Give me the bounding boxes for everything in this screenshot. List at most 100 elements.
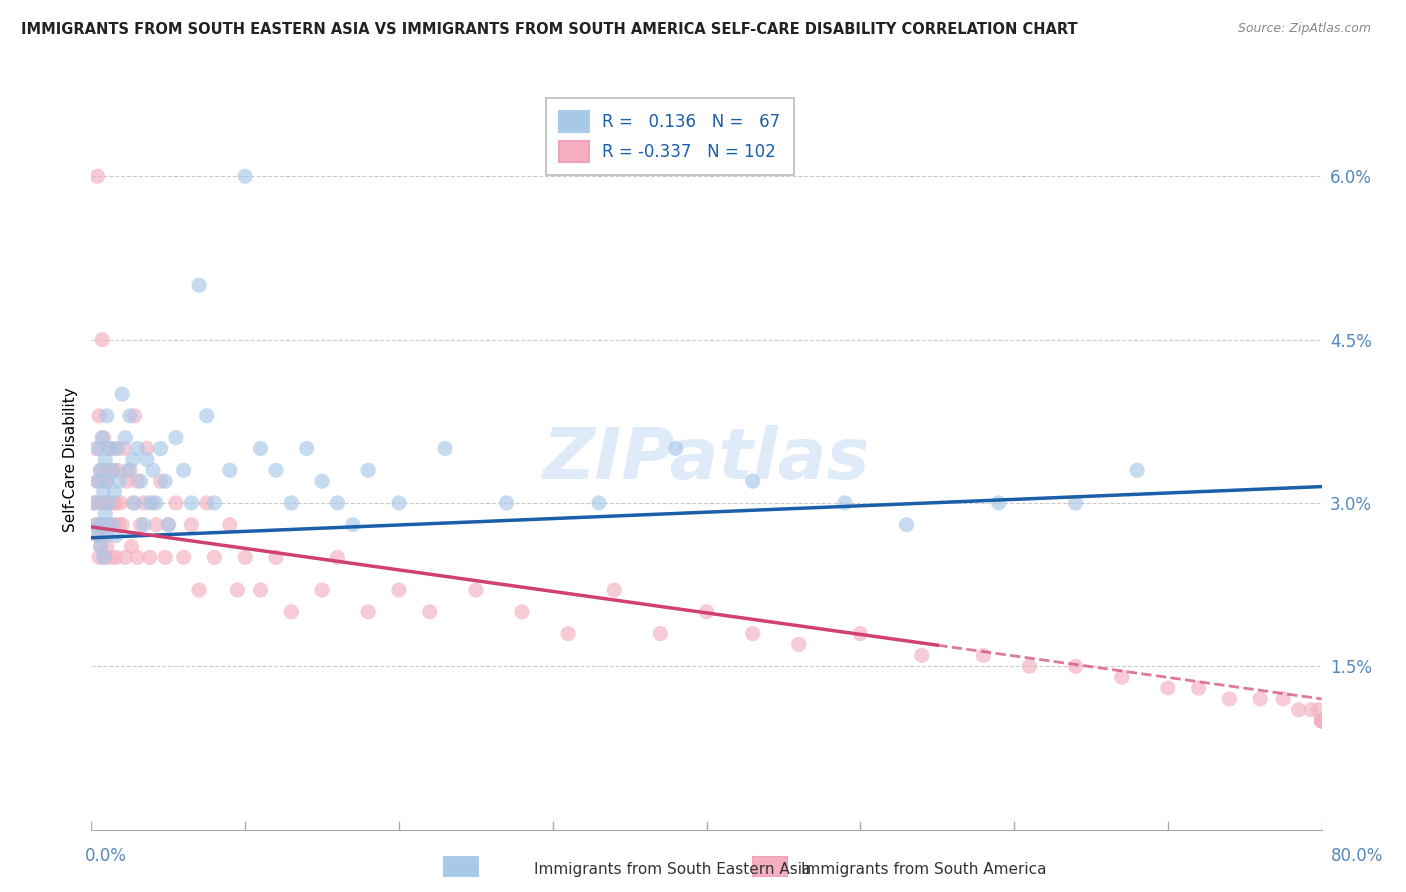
Point	[834, 496, 856, 510]
Point	[165, 496, 187, 510]
Point	[153, 474, 177, 488]
Point	[87, 550, 110, 565]
Point	[218, 463, 240, 477]
Point	[91, 474, 114, 488]
Point	[87, 528, 110, 542]
Point	[96, 474, 118, 488]
Point	[135, 442, 157, 456]
Point	[153, 550, 177, 565]
Point	[124, 496, 146, 510]
Point	[90, 540, 112, 554]
Point	[173, 463, 195, 477]
Point	[326, 496, 349, 510]
Point	[129, 474, 152, 488]
Point	[1310, 714, 1333, 728]
Point	[90, 517, 112, 532]
Point	[93, 431, 115, 445]
Point	[1310, 714, 1333, 728]
Point	[115, 474, 138, 488]
Point	[98, 517, 121, 532]
Point	[127, 550, 149, 565]
Point	[896, 517, 918, 532]
Point	[96, 474, 118, 488]
Point	[233, 169, 256, 184]
Point	[357, 605, 380, 619]
Point	[120, 540, 142, 554]
Point	[145, 496, 167, 510]
Point	[142, 463, 165, 477]
Point	[86, 474, 108, 488]
Point	[464, 582, 486, 597]
Point	[135, 452, 157, 467]
Point	[86, 528, 108, 542]
Point	[83, 496, 105, 510]
Point	[195, 496, 218, 510]
Point	[1218, 692, 1240, 706]
Point	[1272, 692, 1295, 706]
Point	[180, 517, 202, 532]
Point	[173, 550, 195, 565]
Text: Immigrants from South America: Immigrants from South America	[801, 863, 1047, 877]
Point	[111, 387, 134, 401]
Point	[249, 582, 271, 597]
Point	[105, 496, 127, 510]
Point	[987, 496, 1010, 510]
Point	[280, 605, 302, 619]
Point	[96, 528, 118, 542]
Point	[114, 550, 136, 565]
Point	[101, 496, 124, 510]
Point	[419, 605, 441, 619]
Text: Immigrants from South Eastern Asia: Immigrants from South Eastern Asia	[534, 863, 811, 877]
Point	[98, 442, 121, 456]
Point	[90, 463, 112, 477]
Point	[103, 517, 125, 532]
Point	[233, 550, 256, 565]
Point	[665, 442, 688, 456]
Point	[1310, 714, 1333, 728]
Text: Source: ZipAtlas.com: Source: ZipAtlas.com	[1237, 22, 1371, 36]
Point	[1310, 714, 1333, 728]
Point	[1249, 692, 1271, 706]
Point	[165, 431, 187, 445]
Point	[342, 517, 364, 532]
Point	[149, 474, 172, 488]
Y-axis label: Self-Care Disability: Self-Care Disability	[62, 387, 77, 532]
Point	[100, 463, 122, 477]
Point	[94, 550, 117, 565]
Point	[87, 442, 110, 456]
Point	[311, 582, 333, 597]
Point	[588, 496, 610, 510]
Point	[557, 626, 579, 640]
Point	[1288, 703, 1310, 717]
Point	[787, 637, 810, 651]
Point	[105, 528, 127, 542]
Point	[107, 442, 129, 456]
Point	[142, 496, 165, 510]
Point	[83, 496, 105, 510]
Point	[311, 474, 333, 488]
Point	[110, 496, 132, 510]
Point	[849, 626, 872, 640]
Point	[226, 582, 249, 597]
Point	[111, 517, 134, 532]
Point	[741, 626, 763, 640]
Point	[93, 496, 115, 510]
Point	[1111, 670, 1133, 684]
Point	[84, 442, 107, 456]
Point	[91, 431, 114, 445]
Point	[100, 517, 122, 532]
Point	[107, 463, 129, 477]
Point	[97, 496, 120, 510]
Point	[122, 452, 145, 467]
Point	[86, 474, 108, 488]
Point	[1310, 714, 1333, 728]
Point	[1310, 714, 1333, 728]
Point	[388, 582, 411, 597]
Point	[96, 409, 118, 423]
Point	[124, 409, 146, 423]
Point	[94, 463, 117, 477]
Point	[388, 496, 411, 510]
Point	[326, 550, 349, 565]
Point	[1187, 681, 1209, 695]
Point	[118, 409, 141, 423]
